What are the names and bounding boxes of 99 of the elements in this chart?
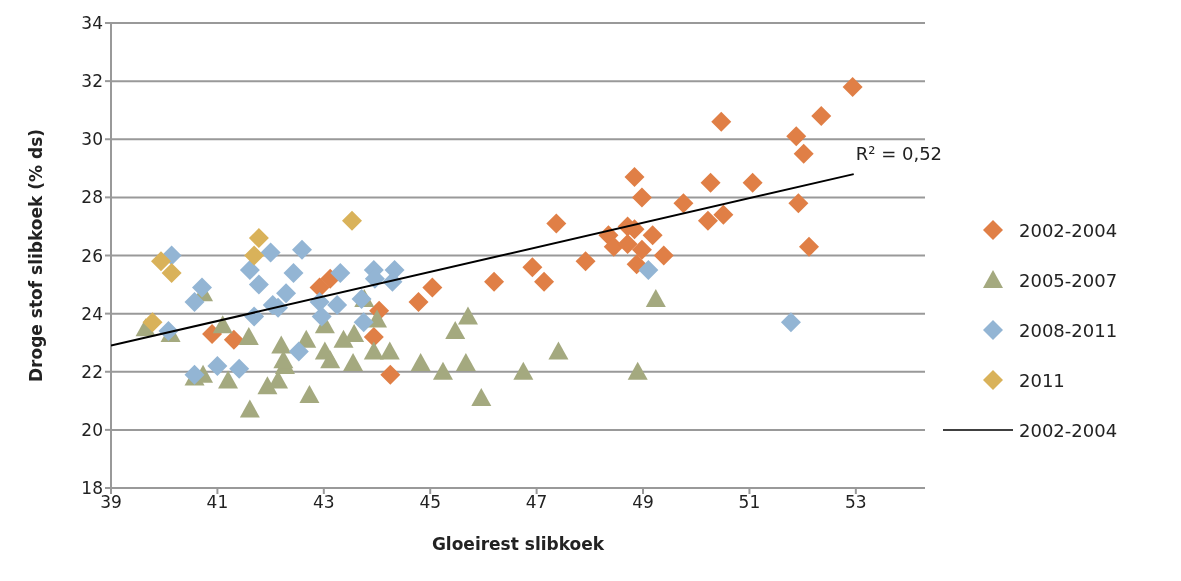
point bbox=[363, 341, 384, 360]
point bbox=[239, 399, 260, 418]
y-tick-label: 18 bbox=[81, 478, 103, 499]
point bbox=[184, 292, 205, 312]
point bbox=[471, 387, 492, 406]
point bbox=[617, 233, 638, 254]
point bbox=[288, 341, 309, 362]
point bbox=[311, 306, 332, 327]
point bbox=[238, 326, 259, 345]
point bbox=[142, 312, 163, 333]
point bbox=[342, 210, 363, 231]
point bbox=[244, 245, 265, 266]
x-tick-label: 43 bbox=[312, 492, 335, 513]
legend-label: 2002-2004 bbox=[1019, 419, 1118, 441]
point bbox=[422, 277, 443, 298]
x-tick-label: 53 bbox=[845, 492, 867, 513]
legend-label: 2008-2011 bbox=[1019, 319, 1118, 341]
point bbox=[212, 315, 233, 334]
point bbox=[327, 294, 348, 315]
y-tick-label: 32 bbox=[81, 71, 103, 92]
point bbox=[445, 321, 466, 340]
point bbox=[700, 172, 721, 193]
point bbox=[218, 370, 239, 389]
point bbox=[161, 262, 182, 283]
point bbox=[513, 361, 534, 380]
y-axis-title: Droge stof slibkoek (% ds) bbox=[26, 128, 47, 383]
point bbox=[711, 111, 732, 132]
x-tick-label: 45 bbox=[419, 492, 442, 513]
point bbox=[842, 76, 863, 97]
point bbox=[410, 353, 431, 372]
point bbox=[546, 213, 567, 234]
point bbox=[363, 326, 384, 347]
point bbox=[457, 306, 478, 325]
point bbox=[575, 251, 596, 272]
y-tick-label: 20 bbox=[81, 419, 103, 440]
point bbox=[624, 167, 645, 188]
point bbox=[191, 277, 212, 298]
point bbox=[811, 106, 832, 126]
point bbox=[645, 289, 666, 308]
point bbox=[343, 353, 364, 372]
point bbox=[631, 187, 652, 208]
annotation: R² = 0,52 bbox=[855, 143, 943, 165]
legend-label: 2011 bbox=[1019, 369, 1065, 391]
point bbox=[330, 262, 351, 283]
x-axis-title: Gloeirest slibkoek bbox=[431, 534, 605, 554]
point bbox=[786, 126, 807, 147]
point bbox=[522, 257, 543, 278]
y-tick-label: 28 bbox=[81, 187, 103, 208]
point bbox=[697, 210, 718, 231]
point bbox=[239, 260, 260, 281]
point bbox=[548, 341, 569, 360]
y-tick-label: 22 bbox=[81, 361, 103, 382]
point bbox=[455, 353, 476, 372]
point bbox=[788, 193, 809, 214]
point bbox=[631, 239, 652, 260]
y-tick-label: 34 bbox=[81, 13, 103, 34]
point bbox=[673, 193, 694, 214]
point bbox=[379, 341, 400, 360]
y-tick-label: 30 bbox=[81, 129, 103, 150]
point bbox=[207, 355, 228, 376]
point bbox=[276, 283, 297, 304]
point bbox=[380, 364, 401, 385]
point bbox=[653, 245, 674, 266]
point bbox=[151, 251, 172, 272]
point bbox=[248, 228, 269, 249]
point bbox=[248, 274, 269, 295]
point bbox=[229, 358, 250, 379]
x-tick-label: 47 bbox=[525, 492, 548, 513]
point bbox=[432, 361, 453, 380]
x-tick-label: 41 bbox=[206, 492, 229, 513]
point bbox=[642, 225, 663, 246]
point bbox=[353, 312, 374, 333]
point bbox=[292, 239, 312, 260]
point bbox=[780, 312, 801, 333]
x-tick-label: 51 bbox=[738, 492, 761, 513]
legend-label: 2002-2004 bbox=[1019, 219, 1118, 241]
point bbox=[408, 292, 429, 312]
point bbox=[742, 172, 763, 193]
point bbox=[638, 260, 659, 281]
point bbox=[713, 204, 734, 225]
point bbox=[793, 143, 814, 164]
point bbox=[283, 262, 304, 283]
point bbox=[603, 236, 624, 257]
point bbox=[299, 385, 320, 403]
point bbox=[320, 350, 341, 369]
y-tick-label: 26 bbox=[81, 245, 103, 266]
x-tick-label: 39 bbox=[100, 492, 122, 513]
y-tick-label: 24 bbox=[81, 303, 103, 324]
x-tick-label: 49 bbox=[632, 492, 654, 513]
point bbox=[627, 361, 648, 380]
point bbox=[223, 329, 244, 350]
point bbox=[484, 271, 505, 292]
point bbox=[799, 236, 820, 257]
point bbox=[273, 350, 294, 369]
point bbox=[344, 323, 365, 342]
point bbox=[271, 335, 292, 354]
point bbox=[534, 271, 555, 292]
legend-label: 2005-2007 bbox=[1019, 269, 1118, 291]
point bbox=[260, 242, 281, 263]
